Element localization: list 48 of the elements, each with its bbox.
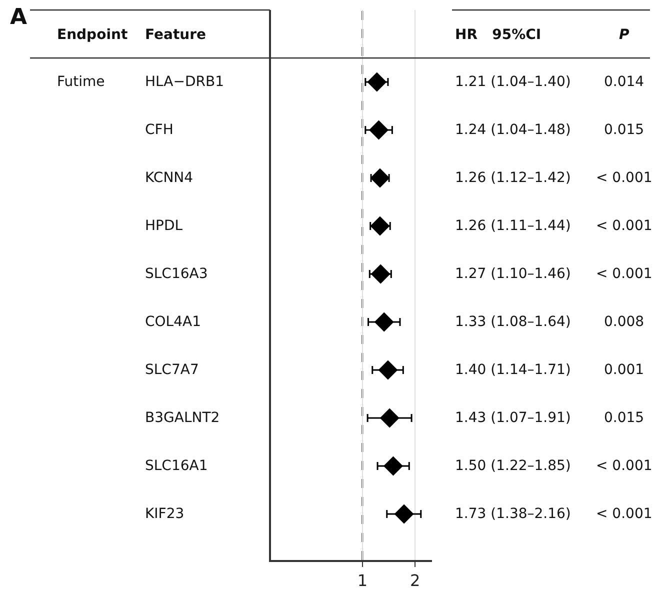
- text: Futime: [57, 74, 105, 90]
- text: < 0.001: [596, 266, 652, 282]
- y-tick-label: SLC16A3: [145, 266, 208, 282]
- point: [380, 408, 400, 428]
- data-label: 1.26 (1.12–1.42): [455, 170, 571, 186]
- point: [370, 168, 390, 188]
- point: [383, 456, 403, 476]
- text: < 0.001: [596, 458, 652, 474]
- text: Feature: [145, 27, 206, 43]
- y-tick-label: HLA−DRB1: [145, 74, 224, 90]
- point: [394, 504, 414, 524]
- text: 0.014: [604, 74, 644, 90]
- y-tick-label: SLC16A1: [145, 458, 208, 474]
- data-label: 1.21 (1.04–1.40): [455, 74, 571, 90]
- y-tick-label: B3GALNT2: [145, 410, 220, 426]
- x-tick-label: 1: [357, 570, 368, 590]
- text: HR 95%CI: [455, 27, 542, 43]
- y-tick-label: COL4A1: [145, 314, 201, 330]
- y-tick-label: HPDL: [145, 218, 183, 234]
- text: < 0.001: [596, 506, 652, 522]
- text: 0.008: [604, 314, 644, 330]
- data-label: 1.27 (1.10–1.46): [455, 266, 571, 282]
- text: P: [619, 27, 630, 43]
- data-label: 1.73 (1.38–2.16): [455, 506, 571, 522]
- x-tick-label: 2: [410, 570, 420, 590]
- point: [369, 120, 389, 140]
- text: 0.015: [604, 410, 644, 426]
- text: 0.001: [604, 362, 644, 378]
- data-label: 1.50 (1.22–1.85): [455, 458, 571, 474]
- y-tick-label: SLC7A7: [145, 362, 199, 378]
- text: < 0.001: [596, 170, 652, 186]
- y-tick-label: KIF23: [145, 506, 184, 522]
- y-tick-label: KCNN4: [145, 170, 194, 186]
- y-tick-label: CFH: [145, 122, 174, 138]
- data-label: 1.43 (1.07–1.91): [455, 410, 571, 426]
- text: Endpoint: [57, 27, 128, 43]
- point: [370, 216, 390, 236]
- data-label: 1.24 (1.04–1.48): [455, 122, 571, 138]
- text: < 0.001: [596, 218, 652, 234]
- text: 0.015: [604, 122, 644, 138]
- data-label: 1.33 (1.08–1.64): [455, 314, 571, 330]
- point: [374, 312, 394, 332]
- point: [367, 72, 387, 92]
- point: [370, 264, 390, 284]
- data-label: 1.40 (1.14–1.71): [455, 362, 571, 378]
- point: [378, 360, 398, 380]
- data-label: 1.26 (1.11–1.44): [455, 218, 571, 234]
- text: A: [10, 5, 28, 30]
